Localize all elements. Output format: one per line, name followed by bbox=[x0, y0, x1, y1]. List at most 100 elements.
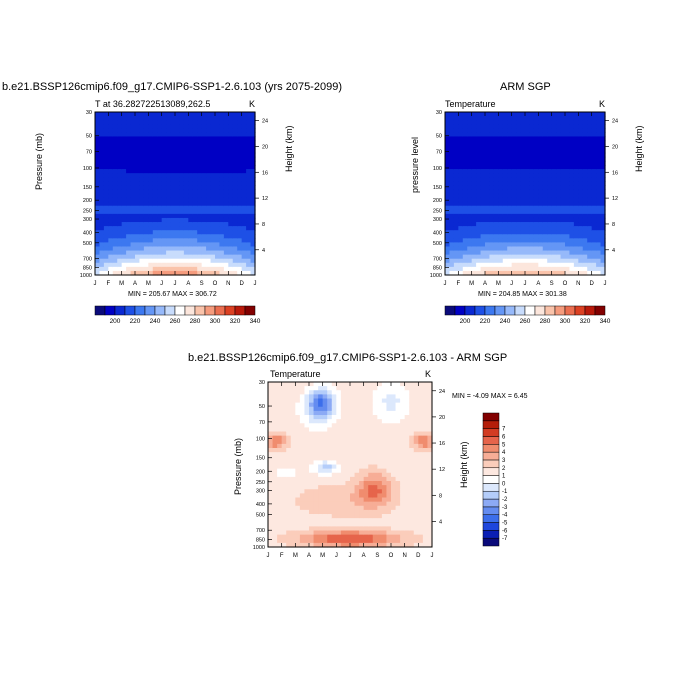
diff-cell bbox=[427, 386, 433, 391]
obs-cell bbox=[453, 160, 459, 166]
diff-cell bbox=[295, 509, 301, 515]
obs-cell bbox=[565, 234, 571, 239]
diff-cell bbox=[299, 390, 306, 395]
diff-cell bbox=[281, 514, 287, 519]
diff-cell bbox=[299, 481, 306, 486]
obs-cell bbox=[578, 189, 584, 195]
model-cell bbox=[130, 250, 136, 256]
diff-cell bbox=[281, 435, 287, 441]
model-colorbar-swatch bbox=[184, 305, 196, 316]
diff-cell bbox=[299, 493, 306, 499]
obs-cell bbox=[560, 177, 566, 182]
obs-cell bbox=[573, 205, 579, 211]
diff-cell bbox=[391, 431, 397, 437]
diff-cell bbox=[391, 493, 397, 499]
obs-cell bbox=[538, 209, 544, 215]
diff-cell bbox=[395, 509, 401, 515]
model-cell bbox=[246, 226, 252, 231]
diff-xtick-label: J bbox=[267, 553, 270, 559]
model-cell bbox=[117, 128, 123, 133]
diff-cell bbox=[286, 476, 292, 482]
diff-cell bbox=[404, 464, 410, 470]
obs-cell bbox=[542, 112, 548, 117]
obs-cell bbox=[525, 160, 531, 166]
model-cell bbox=[241, 213, 247, 219]
obs-cell bbox=[511, 136, 517, 142]
obs-cell bbox=[480, 124, 486, 129]
diff-cell bbox=[277, 427, 283, 433]
model-cell bbox=[143, 116, 149, 121]
diff-cell bbox=[286, 452, 292, 457]
diff-cell bbox=[372, 468, 378, 474]
diff-cell bbox=[272, 476, 278, 482]
obs-cell bbox=[587, 169, 593, 174]
obs-cell bbox=[462, 152, 468, 158]
diff-cell bbox=[427, 382, 433, 387]
model-cell bbox=[192, 197, 198, 203]
obs-cell bbox=[542, 152, 548, 158]
model-cell bbox=[237, 266, 243, 272]
obs-cell bbox=[493, 112, 499, 117]
model-cell bbox=[135, 209, 141, 215]
diff-cell bbox=[304, 398, 310, 404]
obs-cell bbox=[547, 181, 553, 186]
diff-cell bbox=[372, 534, 378, 540]
obs-cell bbox=[547, 226, 553, 231]
obs-cell bbox=[453, 222, 459, 227]
obs-cell bbox=[569, 148, 575, 154]
model-cell bbox=[206, 226, 212, 231]
model-cell bbox=[183, 144, 189, 150]
obs-cell bbox=[600, 185, 606, 191]
model-cell bbox=[130, 266, 136, 272]
obs-cell bbox=[582, 193, 588, 199]
diff-cell bbox=[345, 485, 351, 490]
model-cell bbox=[223, 230, 229, 235]
obs-cell bbox=[520, 189, 526, 195]
obs-cell bbox=[507, 193, 513, 199]
model-cell bbox=[175, 205, 181, 211]
obs-cell bbox=[529, 169, 535, 174]
model-cell bbox=[228, 217, 234, 223]
obs-cell bbox=[547, 185, 553, 191]
diff-cell bbox=[391, 406, 397, 412]
obs-cell bbox=[516, 217, 522, 223]
diff-cell bbox=[299, 448, 306, 453]
model-cell bbox=[143, 148, 149, 154]
diff-cell bbox=[413, 542, 419, 548]
model-cell bbox=[99, 230, 105, 235]
diff-cell bbox=[409, 464, 415, 470]
obs-cell bbox=[560, 201, 566, 207]
diff-cell bbox=[404, 485, 410, 490]
diff-cell bbox=[331, 468, 337, 474]
model-cell bbox=[157, 112, 163, 117]
obs-cell bbox=[596, 112, 602, 117]
model-cell bbox=[99, 238, 105, 243]
diff-cell bbox=[368, 448, 374, 453]
obs-cell bbox=[458, 177, 464, 182]
diff-cell bbox=[340, 390, 347, 395]
obs-cell bbox=[453, 217, 459, 223]
obs-cell bbox=[445, 160, 451, 166]
obs-cell bbox=[516, 120, 522, 125]
diff-cell bbox=[372, 382, 378, 387]
obs-cell bbox=[542, 156, 548, 162]
obs-cell bbox=[587, 136, 593, 142]
model-cell bbox=[143, 185, 149, 191]
model-cell bbox=[188, 152, 194, 158]
diff-ytick-label: 1000 bbox=[253, 545, 265, 551]
diff-cell bbox=[418, 489, 424, 494]
model-cell bbox=[130, 169, 136, 174]
diff-cell bbox=[286, 514, 292, 519]
model-cell bbox=[197, 136, 203, 142]
model-cell bbox=[130, 156, 136, 162]
model-cell bbox=[179, 136, 185, 142]
obs-cell bbox=[480, 173, 486, 178]
model-cell bbox=[223, 217, 229, 223]
diff-colorbar-label: -5 bbox=[502, 521, 508, 527]
model-cell bbox=[143, 124, 149, 129]
diff-cell bbox=[286, 489, 292, 494]
diff-cell bbox=[418, 410, 424, 416]
diff-cell bbox=[422, 435, 429, 441]
diff-cell bbox=[377, 431, 383, 437]
diff-colorbar-swatch bbox=[482, 530, 500, 539]
